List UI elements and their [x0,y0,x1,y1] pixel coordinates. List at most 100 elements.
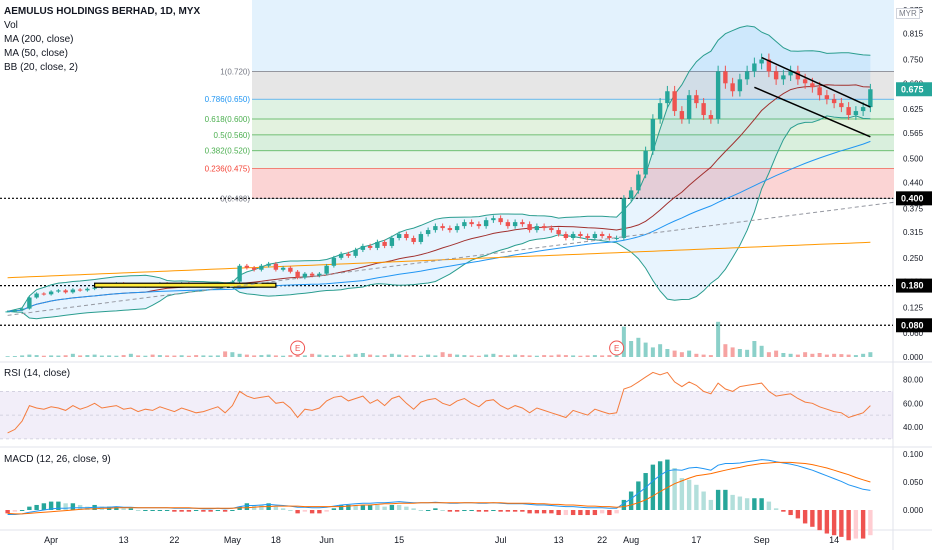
ma50-line [7,140,871,312]
volume-bar [12,356,17,357]
candle-body [491,218,496,221]
legend-bb[interactable]: BB (20, close, 2) [4,62,78,73]
fib-label: 0.236(0.475) [205,165,251,174]
macd-pane-label[interactable]: MACD (12, 26, close, 9) [4,454,111,465]
volume-bar [484,354,489,357]
rsi-pane-label[interactable]: RSI (14, close) [4,368,71,379]
candle-body [752,63,757,72]
candle-body [273,263,279,270]
volume-bar [447,353,452,357]
symbol-title[interactable]: AEMULUS HOLDINGS BERHAD, 1D, MYX [4,6,201,17]
level-badge-bg [896,191,932,206]
fib-zone [252,71,894,100]
macd-histogram-bar [563,510,569,516]
volume-bar [78,355,83,357]
volume-bar [585,355,590,357]
macd-histogram-bar [520,510,525,512]
volume-bar [107,355,112,357]
candle-body [607,236,612,238]
macd-histogram-bar [193,510,199,511]
candle-body [85,288,90,291]
volume-bar [194,355,199,357]
level-badge-bg [896,278,932,293]
fib-zone [252,119,894,135]
legend-ma50[interactable]: MA (50, close) [4,48,68,59]
macd-histogram-bar [215,510,221,511]
volume-bar [600,355,605,357]
volume-bar [861,353,866,357]
volume-bar [650,347,655,357]
macd-histogram-bar [657,461,663,510]
fib-zone [252,134,894,151]
price-tick-label: 0.000 [903,353,924,362]
volume-bar [716,321,721,357]
macd-histogram-bar [607,510,612,516]
last-price-badge: 0.675 [901,84,924,94]
volume-bar [803,352,808,357]
candle-body [759,59,764,64]
volume-bar [462,355,467,357]
volume-bar [571,355,576,357]
candle-body [549,228,554,231]
volume-bar [824,354,829,357]
macd-histogram-bar [411,508,416,510]
macd-histogram-bar [157,510,163,511]
candle-body [70,289,76,293]
candle-body [5,311,10,313]
macd-histogram-bar [48,501,54,510]
candle-body [810,83,815,88]
macd-histogram-bar [781,510,786,512]
volume-bar [433,355,438,357]
fib-label: 0.618(0.600) [205,115,251,124]
candle-body [686,95,692,119]
volume-bar [41,355,46,357]
macd-histogram-bar [831,510,837,536]
volume-bar [694,353,699,357]
volume-bar [578,355,583,357]
candle-body [802,79,808,84]
candle-body [367,245,373,248]
volume-bar [27,354,32,357]
macd-histogram-bar [476,510,482,512]
candle-body [77,289,83,291]
time-tick-label: Aug [623,535,639,545]
candle-body [650,119,656,151]
volume-bar [150,354,155,357]
legend-ma200[interactable]: MA (200, close) [4,34,74,45]
volume-bar [165,355,170,357]
candle-body [512,222,518,227]
macd-histogram-bar [237,506,242,510]
volume-bar [643,342,648,357]
volume-bar [382,355,387,357]
volume-bar [665,349,670,357]
volume-bar [701,354,706,357]
candle-body [41,293,47,295]
volume-bar [368,354,373,357]
bollinger-lower-line [7,115,871,320]
volume-bar [70,353,75,357]
candle-body [708,115,714,119]
legend-vol[interactable]: Vol [4,20,18,31]
time-tick-label: Apr [44,535,58,545]
candle-body [817,87,822,96]
volume-bar [817,353,822,357]
volume-bar [172,355,177,357]
macd-histogram-bar [817,510,822,531]
macd-histogram-bar [273,506,279,510]
macd-histogram-bar [27,506,32,510]
macd-histogram-bar [70,503,76,510]
volume-bar [556,354,561,357]
macd-histogram-bar [795,510,801,519]
volume-bar [868,352,873,357]
candle-body [628,190,634,199]
macd-histogram-bar [802,510,808,524]
price-tick-label: 0.750 [903,56,924,65]
volume-bar [469,355,474,357]
macd-histogram-bar [135,510,141,511]
fib-label: 0(0.400) [220,194,250,203]
candle-body [295,271,300,278]
earnings-marker-icon [609,340,625,356]
candle-body [389,238,395,246]
candle-body [505,222,511,227]
